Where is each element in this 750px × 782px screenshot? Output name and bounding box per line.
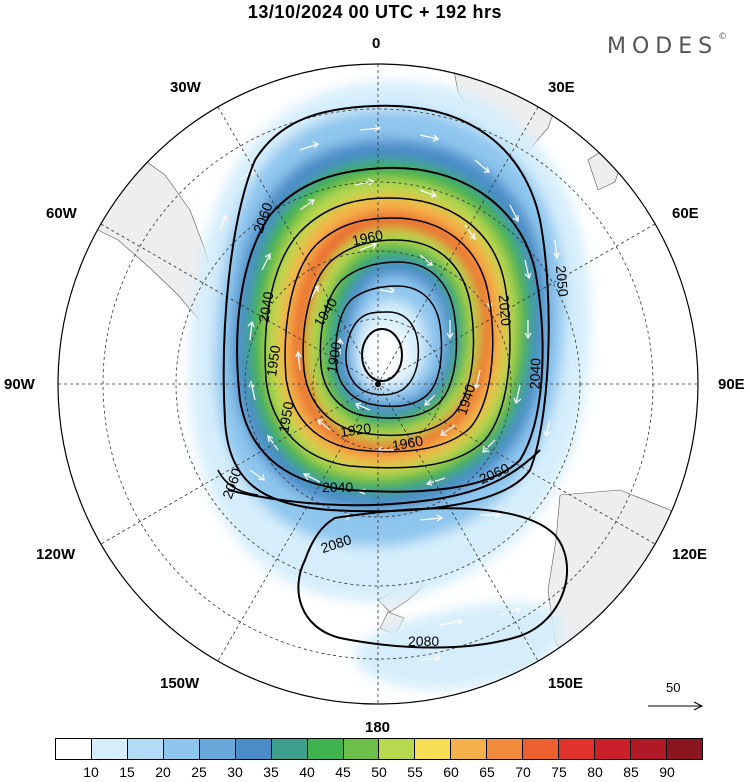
colorbar-cell xyxy=(487,739,524,759)
lon-label-60w: 60W xyxy=(46,205,78,222)
australia-land xyxy=(547,489,698,701)
colorbar-cell xyxy=(595,739,631,759)
logo-text: MODES xyxy=(607,34,719,59)
lon-label-90w: 90W xyxy=(4,376,36,393)
contour-label-2020-e: 2020 xyxy=(496,294,515,327)
contour-label-2040-e: 2040 xyxy=(527,358,544,390)
contour-label-2050-e: 2050 xyxy=(553,265,572,298)
lon-label-90e: 90E xyxy=(718,376,745,393)
colorbar-tick-label: 75 xyxy=(551,764,567,780)
colorbar-cell xyxy=(523,739,560,759)
colorbar-tick-label: 40 xyxy=(299,764,315,780)
colorbar-cell xyxy=(666,739,702,759)
colorbar-cell xyxy=(199,739,236,759)
contour-label-1950-sw: 1950 xyxy=(275,400,296,434)
colorbar-cell xyxy=(91,739,128,759)
modes-logo: MODES© xyxy=(607,32,728,59)
colorbar-cell xyxy=(271,739,308,759)
colorbar-tick-label: 15 xyxy=(119,764,135,780)
colorbar-tick-label: 60 xyxy=(443,764,459,780)
contour-label-2040-s: 2040 xyxy=(322,479,353,495)
lon-label-30e: 30E xyxy=(548,79,575,96)
reference-vector: 50 xyxy=(646,680,706,720)
polar-stereographic-map: 2060 2040 1960 1940 2020 2050 1950 1900 … xyxy=(4,35,745,735)
colorbar-cell xyxy=(631,739,667,759)
colorbar-tick-label: 85 xyxy=(623,764,639,780)
height-contours xyxy=(217,104,569,649)
colorbar-cell xyxy=(307,739,344,759)
copyright-mark: © xyxy=(718,32,728,42)
colorbar-tick-label: 70 xyxy=(515,764,531,780)
lon-label-60e: 60E xyxy=(672,205,699,222)
lon-label-120w: 120W xyxy=(36,546,76,563)
colorbar-tick-label: 90 xyxy=(659,764,675,780)
colorbar-tick-label: 25 xyxy=(191,764,207,780)
colorbar-cell xyxy=(379,739,416,759)
colorbar-tick-label: 65 xyxy=(479,764,495,780)
colorbar-cell xyxy=(415,739,452,759)
colorbar-tick-label: 55 xyxy=(407,764,423,780)
contour-label-2040-w: 2040 xyxy=(255,290,276,324)
colorbar-cell xyxy=(56,739,92,759)
colorbar-tick-label: 45 xyxy=(335,764,351,780)
lon-label-0: 0 xyxy=(372,35,380,52)
colorbar-cell xyxy=(127,739,164,759)
colorbar-ticks: 10 15 20 25 30 35 40 45 50 55 60 65 70 75 80 85 90 xyxy=(55,764,703,782)
map-title: 13/10/2024 00 UTC + 192 hrs xyxy=(247,2,503,22)
contour-label-1950-w: 1950 xyxy=(263,344,283,377)
colorbar xyxy=(55,738,703,760)
colorbar-tick-label: 35 xyxy=(263,764,279,780)
contour-label-1920-s: 1920 xyxy=(339,420,372,440)
reference-vector-label: 50 xyxy=(666,680,681,695)
low-center-marker xyxy=(375,381,381,387)
map-border xyxy=(57,63,699,705)
contour-label-1900-center: 1900 xyxy=(323,340,344,374)
colorbar-tick-label: 10 xyxy=(83,764,99,780)
colorbar-tick-label: 80 xyxy=(587,764,603,780)
colorbar-cell xyxy=(343,739,380,759)
contour-label-2080-s: 2080 xyxy=(408,633,439,649)
colorbar-tick-label: 50 xyxy=(371,764,387,780)
contour-label-1960-n: 1960 xyxy=(351,226,385,248)
colorbar-cell xyxy=(451,739,488,759)
longitude-labels: 0 30E 60E 90E 120E 150E 180 150W 120W 90… xyxy=(4,35,745,735)
lon-label-150e: 150E xyxy=(548,675,583,692)
colorbar-tick-label: 20 xyxy=(155,764,171,780)
colorbar-cell xyxy=(235,739,272,759)
reference-arrow-icon xyxy=(648,701,704,711)
colorbar-tick-label: 30 xyxy=(227,764,243,780)
lon-label-180: 180 xyxy=(365,719,390,735)
contour-label-1960-s: 1960 xyxy=(391,432,425,453)
lon-label-120e: 120E xyxy=(672,546,707,563)
lon-label-30w: 30W xyxy=(170,79,202,96)
colorbar-cell xyxy=(163,739,200,759)
lon-label-150w: 150W xyxy=(160,675,200,692)
colorbar-cell xyxy=(559,739,596,759)
